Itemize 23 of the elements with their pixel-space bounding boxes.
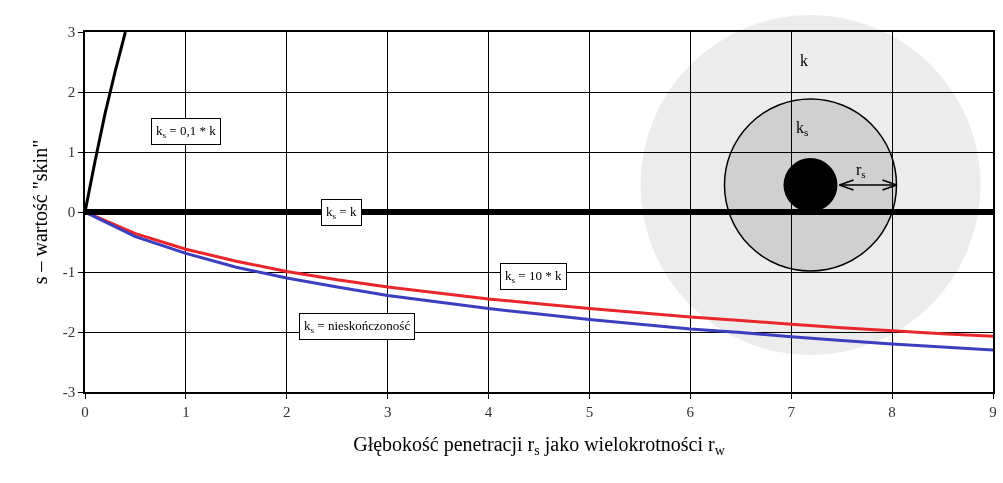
- x-tick-label: 8: [888, 403, 896, 420]
- y-tick-label: 3: [67, 24, 76, 41]
- x-tick-label: 6: [686, 403, 695, 420]
- y-tick-label: 0: [67, 204, 76, 221]
- y-tick-label: -2: [62, 324, 76, 341]
- annotation: k$_{s}$ = nieskończoność: [304, 318, 411, 335]
- x-tick-label: 0: [81, 403, 89, 420]
- y-tick-label: 2: [67, 84, 76, 101]
- y-tick-label: -3: [62, 384, 76, 401]
- x-tick-label: 2: [283, 403, 291, 420]
- x-tick-label: 1: [182, 403, 190, 420]
- x-tick-label: 4: [484, 403, 493, 420]
- ref-line-label: k$_{s}$ = k: [326, 204, 357, 221]
- y-axis-title: s – wartość "skin": [28, 139, 51, 285]
- x-tick-label: 7: [787, 403, 796, 420]
- x-tick-label: 5: [585, 403, 594, 420]
- annotation: k$_{s}$ = 10 * k: [505, 268, 562, 285]
- x-tick-label: 9: [989, 403, 997, 420]
- x-tick-label: 3: [383, 403, 392, 420]
- y-tick-label: 1: [67, 144, 76, 161]
- x-axis-title: Głębokość penetracji r$_{s}$ jako wielokrotności r$_{w}$: [353, 432, 726, 458]
- annotation: k$_{s}$ = 0,1 * k: [156, 123, 217, 140]
- y-tick-label: -1: [62, 264, 76, 281]
